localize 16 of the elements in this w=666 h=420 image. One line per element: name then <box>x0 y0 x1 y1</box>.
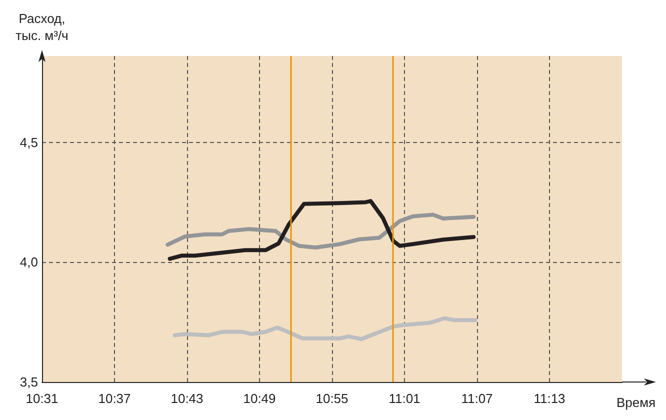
x-tick-label: 11:01 <box>388 391 420 406</box>
x-tick-label: 10:31 <box>26 391 58 406</box>
x-tick-label: 11:13 <box>534 391 566 406</box>
y-axis-title: Расход, тыс. м³/ч <box>16 11 68 43</box>
x-axis-title: Время <box>616 395 656 410</box>
y-tick-label: 4,5 <box>20 134 38 150</box>
x-tick-label: 10:49 <box>243 391 276 406</box>
line-series <box>172 316 478 342</box>
y-tick-label: 4,0 <box>20 254 38 270</box>
y-tick-label: 3,5 <box>20 374 38 390</box>
x-tick-label: 10:37 <box>98 391 131 406</box>
line-series <box>166 212 476 250</box>
x-tick-label: 10:55 <box>316 391 348 406</box>
x-tick-label: 11:07 <box>461 391 493 406</box>
x-tick-label: 10:43 <box>170 391 204 406</box>
line-series <box>168 199 476 261</box>
